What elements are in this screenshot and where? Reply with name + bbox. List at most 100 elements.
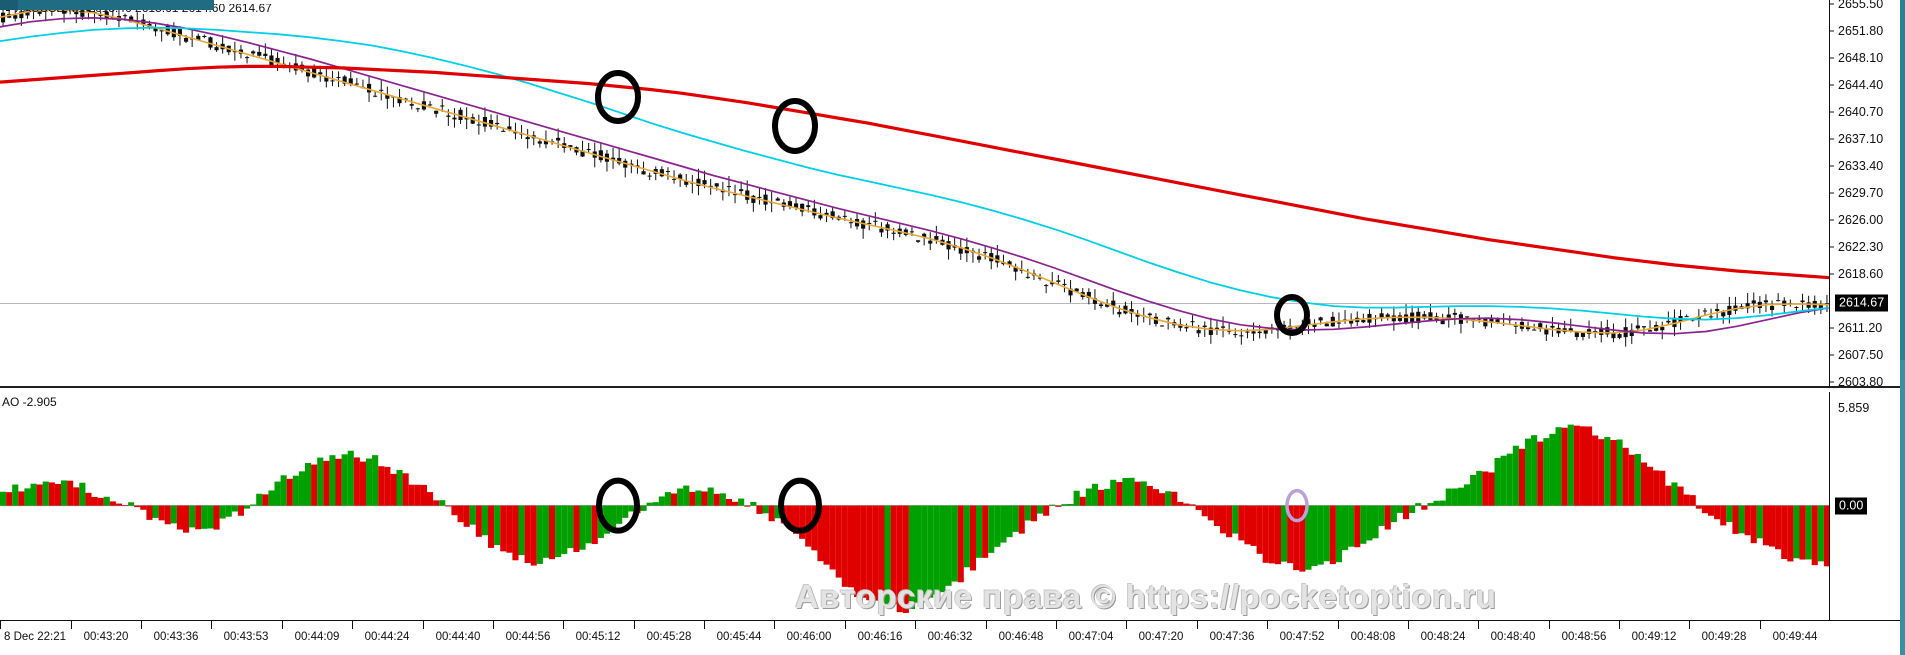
time-axis-tick [1408, 620, 1409, 629]
price-scale-label: 2618.60 [1838, 266, 1884, 281]
price-scale-tick [1830, 354, 1834, 356]
signal-circle-2 [772, 98, 818, 154]
time-axis-label: 00:43:53 [223, 631, 269, 643]
window-edge-strip[interactable] [1900, 0, 1905, 655]
time-axis-label: 00:44:56 [505, 631, 551, 643]
price-scale-label: 2644.40 [1838, 78, 1884, 93]
time-axis-tick [1267, 620, 1268, 629]
time-axis-label: 00:47:52 [1279, 631, 1325, 643]
time-axis-label: 00:44:09 [294, 631, 340, 643]
price-scale-label: 2607.50 [1838, 348, 1884, 362]
time-axis-tick [563, 620, 564, 629]
price-scale-tick [1830, 381, 1834, 383]
signal-circle-1 [595, 70, 641, 124]
time-axis-tick [211, 620, 212, 629]
time-axis-label: 00:43:20 [83, 631, 129, 643]
signal-circle-3 [1274, 294, 1310, 336]
price-scale-label: 2603.80 [1838, 375, 1884, 390]
time-axis-tick [1478, 620, 1479, 629]
time-axis-tick [1338, 620, 1339, 629]
signal-circle-6 [1285, 488, 1309, 523]
toolbar-fragment-right [214, 0, 1694, 4]
price-pane[interactable]: 2655.50 2651.80 2648.10 2644.40 2640.70 2637.… [0, 0, 1905, 390]
time-axis-pane[interactable]: 8 Dec 22:21 00:43:20 00:43:36 00:43:53 00:44… [0, 620, 1905, 655]
price-scale-label: 2651.80 [1838, 24, 1884, 38]
moving-average-line [0, 64, 1830, 280]
current-price-line [0, 303, 1830, 304]
price-scale-label: 2626.00 [1838, 212, 1884, 227]
time-axis-tick [0, 620, 1, 629]
price-scale-label: 2637.10 [1838, 131, 1884, 146]
price-scale-tick [1830, 84, 1834, 86]
price-chart-canvas [0, 0, 1830, 347]
time-axis-tick [423, 620, 424, 629]
time-axis-label: 00:47:36 [1209, 631, 1255, 643]
price-scale-label: 2655.50 [1838, 0, 1884, 11]
time-axis-label: 00:44:24 [364, 631, 410, 643]
time-axis-tick [986, 620, 987, 629]
time-axis-tick [845, 620, 846, 629]
time-axis-label: 00:48:56 [1561, 631, 1607, 643]
oscillator-canvas [0, 424, 1830, 613]
signal-circle-5 [778, 477, 822, 534]
time-axis-tick [774, 620, 775, 629]
time-axis-tick [352, 620, 353, 629]
oscillator-scale[interactable]: 5.859 0.00 [1829, 392, 1905, 620]
time-axis-label: 00:49:28 [1701, 631, 1747, 643]
time-axis-label: 00:45:28 [646, 631, 692, 643]
time-axis-tick [704, 620, 705, 629]
signal-circle-4 [596, 477, 640, 534]
price-scale-tick [1830, 327, 1834, 329]
oscillator-label: AO -2.905 [2, 395, 57, 409]
oscillator-bars [0, 424, 1830, 613]
price-scale-label: 2622.30 [1838, 239, 1884, 254]
time-axis-label: 00:45:12 [575, 631, 621, 643]
time-axis-label: 00:46:32 [927, 631, 973, 643]
time-axis-label: 00:49:12 [1631, 631, 1677, 643]
time-axis-tick [141, 620, 142, 629]
price-scale-label: 2633.40 [1838, 158, 1884, 173]
time-axis-label: 00:48:40 [1490, 631, 1536, 643]
price-scale-tick [1830, 246, 1834, 248]
price-scale-tick [1830, 57, 1834, 59]
price-scale-tick [1830, 165, 1834, 167]
time-axis-label: 00:47:04 [1068, 631, 1114, 643]
price-scale-tick [1830, 192, 1834, 194]
time-axis-tick [282, 620, 283, 629]
price-scale-label: 2611.20 [1838, 320, 1883, 335]
moving-average-line [0, 17, 1830, 335]
price-scale-label: 2640.70 [1838, 105, 1884, 120]
time-axis-label: 00:48:08 [1350, 631, 1396, 643]
price-scale-label: 2629.70 [1838, 185, 1884, 200]
candlestick-series [0, 0, 1830, 347]
oscillator-scale-top: 5.859 [1838, 401, 1870, 415]
time-axis-tick [1197, 620, 1198, 629]
moving-average-line [0, 26, 1830, 321]
time-axis-label: 00:49:44 [1772, 631, 1818, 643]
price-scale-label: 2648.10 [1838, 51, 1884, 66]
price-scale[interactable]: 2655.50 2651.80 2648.10 2644.40 2640.70 2637.… [1829, 0, 1905, 390]
price-scale-tick [1830, 273, 1834, 275]
time-axis-tick [1549, 620, 1550, 629]
time-axis-tick [1689, 620, 1690, 629]
time-axis-label: 00:47:20 [1138, 631, 1184, 643]
time-axis-label: 8 Dec 22:21 [3, 631, 67, 643]
time-axis-label: 00:46:48 [998, 631, 1044, 643]
price-scale-tick [1830, 30, 1834, 32]
oscillator-pane[interactable]: AO -2.905 5.859 0.00 [0, 392, 1905, 620]
time-axis-tick [1760, 620, 1761, 629]
time-axis-tick [493, 620, 494, 629]
time-axis-tick [1056, 620, 1057, 629]
time-axis-tick [71, 620, 72, 629]
price-scale-tick [1830, 111, 1834, 113]
price-scale-tick [1830, 219, 1834, 221]
time-axis-label: 00:48:24 [1420, 631, 1466, 643]
price-scale-tick [1830, 138, 1834, 139]
moving-average-line [0, 8, 1830, 334]
toolbar-fragment-mid [18, 0, 214, 10]
time-axis-tick [915, 620, 916, 629]
time-axis-label: 00:44:40 [435, 631, 481, 643]
price-scale-tick [1830, 3, 1834, 5]
toolbar-fragment-left [0, 0, 18, 10]
